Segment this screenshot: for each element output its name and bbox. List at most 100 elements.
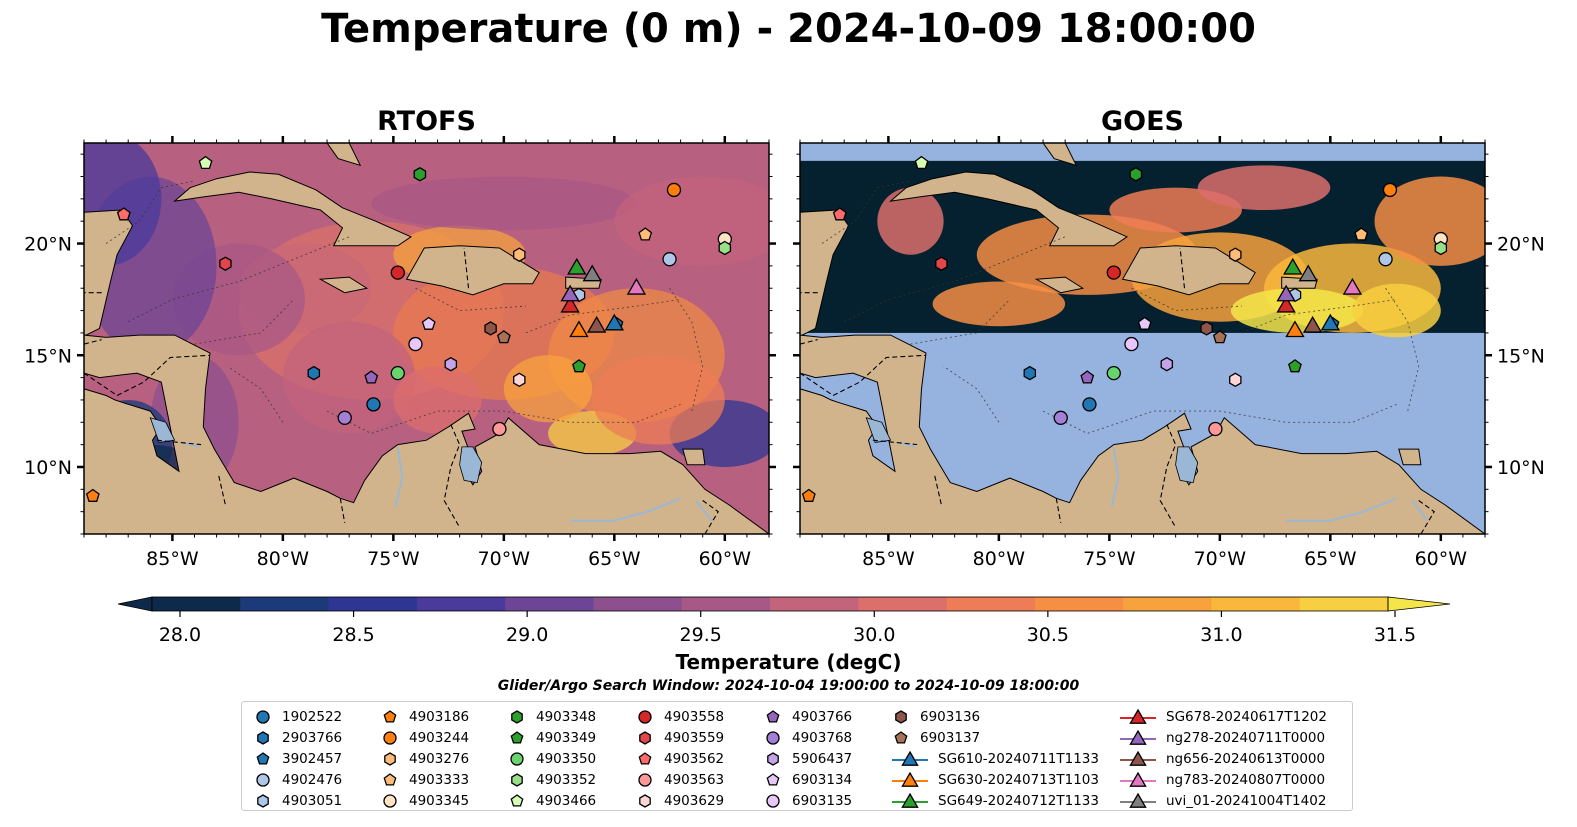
- legend-label: 4903558: [664, 709, 725, 725]
- goes-warm-patch-9: [1197, 165, 1331, 211]
- legend-label: 4903349: [536, 730, 597, 746]
- lake-nicaragua: [865, 417, 892, 443]
- legend-marker-circle: [383, 731, 397, 745]
- legend-marker-triangle: [892, 750, 928, 766]
- legend-symbol: [894, 731, 908, 744]
- legend-label: 4903186: [409, 709, 470, 725]
- sst-patch-13: [371, 176, 637, 231]
- legend-item: 4903466: [506, 792, 596, 810]
- legend-symbol: [766, 731, 780, 745]
- legend-marker-pentagon: [510, 731, 524, 744]
- marker-4903558: [1106, 265, 1121, 280]
- lon-tick-label: 80°W: [973, 548, 1026, 570]
- legend-marker-triangle: [1120, 750, 1156, 766]
- legend-marker-hexagon: [639, 731, 651, 745]
- colorbar-segment-0: [152, 597, 241, 611]
- colorbar-extend-low: [117, 596, 153, 612]
- marker-4902476: [1378, 252, 1393, 267]
- panel-title-goes: GOES: [1100, 106, 1184, 137]
- legend-item: 4903349: [506, 729, 596, 747]
- lon-tick-label: 80°W: [257, 548, 310, 570]
- colorbar-segment-8: [858, 597, 948, 611]
- bathymetry-contour-4: [1385, 287, 1420, 412]
- legend-symbol: [256, 773, 270, 787]
- legend-label: 5906437: [792, 751, 853, 767]
- sst-patch-17: [393, 366, 482, 434]
- marker-2903766: [307, 365, 321, 381]
- lake-maracaibo: [459, 446, 483, 484]
- colorbar-segment-1: [240, 597, 330, 611]
- marker-4903276: [513, 247, 526, 262]
- marker-SG610-20240711T1133: [604, 313, 624, 331]
- river-0: [1286, 497, 1397, 522]
- lon-tick-label: 85°W: [862, 548, 915, 570]
- land-hispaniola: [1121, 245, 1256, 296]
- river-1: [1110, 446, 1120, 508]
- legend-label: 3902457: [282, 751, 343, 767]
- marker-4903186: [801, 488, 816, 502]
- lat-tick-label: 15°N: [1497, 345, 1545, 367]
- legend-symbol: [256, 710, 270, 724]
- border-6: [1179, 247, 1186, 289]
- legend-label: SG649-20240712T1133: [938, 793, 1099, 809]
- lon-tick-label: 65°W: [588, 548, 641, 570]
- legend-item: 4903051: [252, 792, 342, 810]
- colorbar-segment-7: [770, 597, 859, 611]
- marker-6903136: [1200, 321, 1213, 336]
- colorbar-tick-label: 29.5: [680, 624, 722, 646]
- marker-6903137: [1212, 330, 1227, 344]
- goes-warm-patch-8: [1352, 283, 1441, 338]
- legend-symbol: [766, 794, 780, 808]
- marker-4903559: [219, 256, 232, 271]
- border-4: [443, 424, 461, 528]
- legend-triangle: [1129, 792, 1147, 808]
- legend-label: 4903276: [409, 751, 470, 767]
- legend-item: 4903350: [506, 750, 596, 768]
- legend-marker-triangle: [1120, 792, 1156, 808]
- marker-4903562: [832, 207, 847, 221]
- lon-tick-label: 70°W: [1194, 548, 1247, 570]
- marker-uvi_01-20241004T1402: [1298, 264, 1318, 282]
- colorbar-segment-9: [946, 597, 1036, 611]
- marker-4903352: [718, 240, 732, 256]
- marker-4903244: [666, 182, 682, 198]
- goes-warm-patch-6: [932, 281, 1066, 327]
- marker-1902522: [1082, 397, 1097, 412]
- border-4: [1159, 424, 1177, 528]
- legend-triangle: [1129, 750, 1147, 766]
- legend-symbol: [638, 752, 652, 765]
- legend-marker-circle: [638, 710, 652, 724]
- marker-4903768: [337, 410, 352, 425]
- bathymetry-contour-5: [105, 180, 195, 244]
- legend-label: 4903629: [664, 793, 725, 809]
- colorbar-tick-label: 30.0: [853, 624, 895, 646]
- legend-symbol: [766, 773, 780, 786]
- legend-marker-pentagon: [638, 752, 652, 765]
- marker-4903352: [1434, 240, 1448, 256]
- colorbar-segment-6: [681, 597, 771, 611]
- sst-patch-15: [592, 355, 725, 445]
- marker-ng278-20240711T0000: [1276, 284, 1296, 302]
- legend-marker-hexagon: [767, 752, 779, 766]
- marker-SG630-20240713T1103: [569, 320, 589, 338]
- river-3: [899, 441, 916, 448]
- legend-marker-circle: [256, 773, 270, 787]
- legend-symbol: [383, 794, 397, 808]
- colorbar-segment-13: [1299, 597, 1389, 611]
- lat-tick-label: 10°N: [1497, 457, 1545, 479]
- legend-marker-triangle: [1120, 771, 1156, 787]
- map-frame: [799, 142, 1486, 535]
- lat-tick-label: 10°N: [24, 457, 72, 479]
- search-window-label: Glider/Argo Search Window: 2024-10-04 19…: [497, 678, 1080, 694]
- bathymetry-contour-3: [525, 298, 681, 334]
- legend-label: 4903333: [409, 772, 470, 788]
- legend-item: ng783-20240807T0000: [1118, 771, 1325, 789]
- colorbar-segment-12: [1211, 597, 1301, 611]
- legend-item: 4903333: [379, 771, 469, 789]
- sst-patch-18: [503, 355, 593, 423]
- legend-symbol: [383, 773, 397, 786]
- bathymetry-contour-5: [821, 180, 911, 244]
- marker-5906437: [444, 356, 458, 372]
